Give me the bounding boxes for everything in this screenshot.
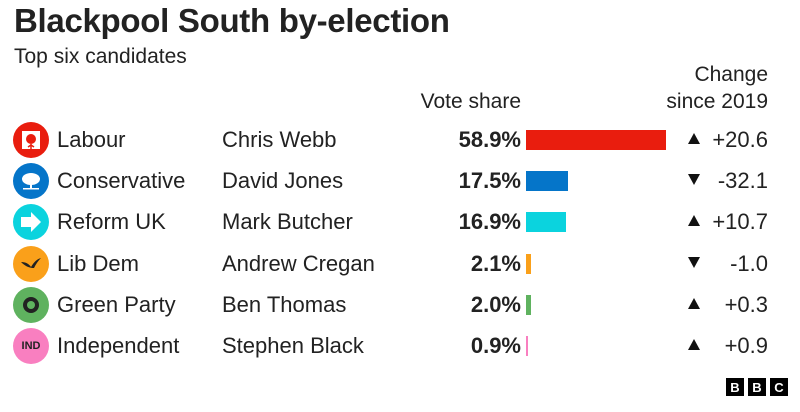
green-globe-icon	[13, 286, 49, 323]
change-header-line2: since 2019	[666, 90, 768, 113]
triangle-down-icon	[688, 174, 700, 186]
chart-title: Blackpool South by-election	[14, 2, 450, 39]
triangle-up-icon	[688, 297, 700, 309]
reform-arrow-icon	[13, 204, 49, 241]
party-name: Conservative	[57, 168, 186, 194]
change-label: +0.3	[724, 291, 768, 317]
change-header-line1: Change	[694, 63, 768, 86]
triangle-up-icon	[688, 339, 700, 350]
party-name: Labour	[57, 127, 126, 152]
candidate-name: Ben Thomas	[222, 291, 347, 317]
vote-share-bar	[526, 253, 531, 274]
table-row: Conservative David Jones 17.5% -32.1	[0, 161, 800, 201]
triangle-up-icon	[688, 133, 700, 144]
conservative-tree-icon	[13, 163, 49, 200]
candidate-name: David Jones	[222, 168, 344, 194]
candidate-name: Chris Webb	[222, 127, 337, 152]
vote-share-label: 0.9%	[470, 333, 521, 358]
vote-share-label: 58.9%	[458, 127, 521, 152]
table-row: Reform UK Mark Butcher 16.9% +10.7	[0, 202, 800, 242]
vote-share-bar	[526, 336, 529, 356]
table-row: Green Party Ben Thomas 2.0% +0.3	[0, 285, 800, 325]
vote-share-label: 16.9%	[458, 209, 521, 235]
table-row: Labour Chris Webb 58.9% +20.6	[0, 120, 800, 160]
chart-subtitle: Top six candidates	[14, 45, 187, 68]
vote-share-bar	[526, 171, 568, 192]
vote-share-bar	[526, 294, 531, 315]
table-row: Lib Dem Andrew Cregan 2.1% -1.0	[0, 244, 800, 284]
table-row: IND Independent Stephen Black 0.9% +0.9	[0, 326, 800, 366]
vote-share-label: 2.1%	[470, 250, 521, 276]
change-label: +20.6	[712, 127, 768, 152]
change-label: +0.9	[724, 333, 768, 358]
candidate-name: Andrew Cregan	[222, 250, 375, 276]
party-name: Green Party	[57, 291, 176, 317]
labour-rose-icon	[13, 122, 49, 158]
vote-share-bar	[526, 130, 666, 150]
libdem-bird-icon	[13, 245, 49, 282]
party-name: Lib Dem	[57, 250, 139, 276]
independent-icon: IND	[13, 328, 49, 364]
candidate-name: Mark Butcher	[222, 209, 353, 235]
vote-share-header: Vote share	[420, 90, 521, 113]
party-name: Reform UK	[57, 209, 166, 235]
candidate-name: Stephen Black	[222, 333, 364, 358]
change-label: -1.0	[730, 250, 768, 276]
party-name: Independent	[57, 333, 180, 358]
vote-share-label: 17.5%	[458, 168, 521, 194]
vote-share-bar	[526, 212, 567, 233]
icon-label: IND	[21, 340, 41, 352]
change-label: -32.1	[717, 168, 768, 194]
vote-share-label: 2.0%	[470, 291, 521, 317]
change-header: Change since 2019	[666, 61, 768, 115]
change-label: +10.7	[712, 209, 768, 235]
triangle-up-icon	[688, 215, 700, 227]
triangle-down-icon	[688, 256, 700, 268]
